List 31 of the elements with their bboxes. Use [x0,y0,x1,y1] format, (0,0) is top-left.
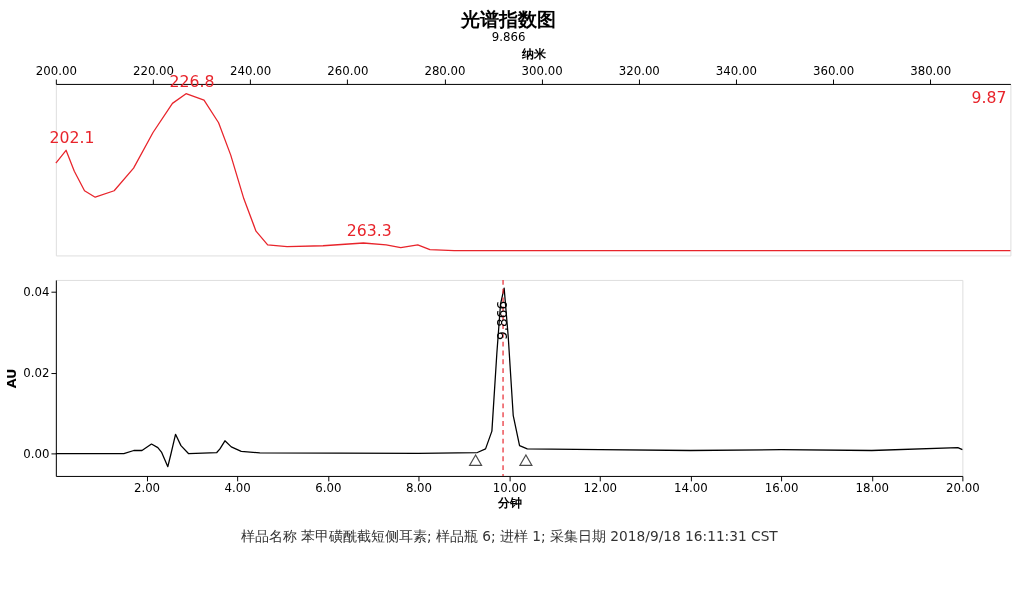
x-axis-title: 纳米 [520,46,547,61]
y-tick-label: 0.00 [23,447,50,462]
x-tick-label: 6.00 [315,481,342,496]
x-tick-label: 340.00 [715,63,757,78]
y-tick-label: 0.04 [23,285,50,300]
x-tick-label: 200.00 [35,63,77,78]
x-tick-label: 14.00 [674,481,708,496]
x-tick-label: 16.00 [764,481,799,496]
x-tick-label: 18.00 [855,481,890,496]
x-tick-label: 360.00 [813,63,855,78]
chart-subtitle: 9.866 [491,30,526,45]
text: 样品名称 苯甲磺酰截短侧耳素; 样品瓶 6; 进样 1; 采集日期 2018/9/18 16:11:31 CST [240,527,779,544]
x-tick-label: 8.00 [405,481,433,496]
annotation: 9.87 [971,87,1007,107]
x-axis-title: 分钟 [496,495,522,510]
x-tick-label: 280.00 [424,63,466,78]
y-axis-title: AU [4,368,20,389]
x-tick-label: 20.00 [946,481,980,496]
x-tick-label: 10.00 [492,481,527,496]
y-tick-label: 0.02 [23,366,50,381]
x-tick-label: 240.00 [230,63,272,78]
chart-title: 光谱指数图 [460,8,557,30]
x-tick-label: 12.00 [583,481,618,496]
x-tick-label: 320.00 [618,63,660,78]
x-tick-label: 380.00 [910,63,952,78]
x-tick-label: 300.00 [521,63,563,78]
annotation: 202.1 [49,128,95,148]
x-tick-label: 4.00 [224,481,251,496]
x-tick-label: 260.00 [327,63,369,78]
annotation: 263.3 [346,221,392,241]
x-tick-label: 2.00 [133,481,161,496]
